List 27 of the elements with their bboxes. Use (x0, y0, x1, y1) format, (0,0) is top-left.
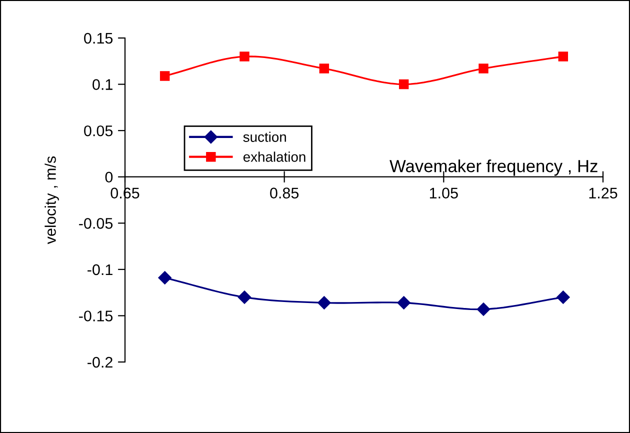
y-tick-label: -0.1 (88, 264, 112, 276)
point (319, 64, 330, 74)
point (478, 64, 488, 74)
y-tick-label: 0.1 (92, 79, 112, 90)
x-axis-title: Wavemaker frequency , Hz (390, 160, 598, 176)
y-tick-label: 0 (105, 172, 113, 183)
point (476, 302, 490, 316)
y-tick-label: -0.2 (88, 356, 112, 368)
y-axis-title: velocity , m/s (44, 156, 59, 244)
point (558, 52, 568, 62)
point (240, 52, 250, 62)
x-tick-label: 0.85 (270, 188, 299, 198)
y-tick-label: -0.15 (79, 310, 113, 322)
point (556, 290, 570, 304)
point (160, 71, 170, 81)
y-tick-label: -0.05 (79, 218, 113, 229)
legend-label: suction (243, 132, 286, 142)
point (398, 79, 409, 90)
y-tick-label: 0.05 (84, 125, 113, 136)
point (158, 271, 172, 284)
x-tick-label: 1.05 (430, 188, 458, 198)
legend-label: exhalation (243, 152, 306, 162)
x-tick-label: 1.25 (589, 188, 618, 198)
point (397, 296, 410, 310)
point (318, 296, 331, 310)
point (238, 290, 252, 304)
y-tick-label: 0.15 (84, 32, 113, 44)
